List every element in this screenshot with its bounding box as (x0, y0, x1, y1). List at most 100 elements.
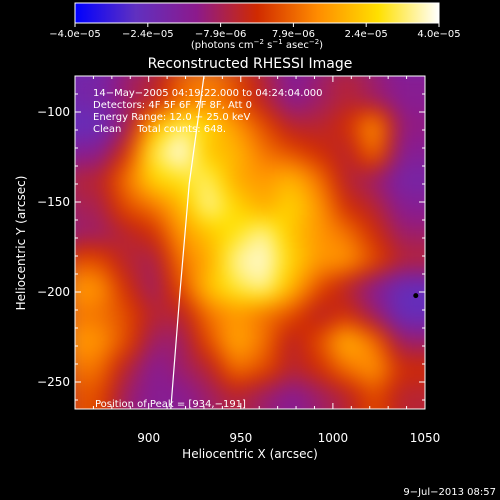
heatmap-cell (75, 220, 85, 230)
heatmap-cell (259, 382, 270, 392)
heatmap-cell (277, 292, 288, 302)
heatmap-cell (102, 112, 113, 122)
heatmap-cell (111, 238, 122, 248)
heatmap-cell (351, 220, 362, 230)
heatmap-cell (75, 184, 76, 194)
heatmap-cell (139, 112, 150, 122)
heatmap-cell (416, 409, 426, 419)
heatmap-cell (434, 76, 444, 86)
heatmap-cell (102, 364, 113, 374)
heatmap-cell (323, 94, 334, 104)
heatmap-cell (277, 211, 288, 221)
heatmap-cell (314, 265, 325, 275)
heatmap-cell (397, 193, 408, 203)
heatmap-cell (314, 337, 325, 347)
heatmap-cell (167, 130, 178, 140)
heatmap-cell (240, 166, 251, 176)
heatmap-cell (140, 418, 150, 428)
heatmap-cell (305, 364, 316, 374)
heatmap-cell (213, 211, 224, 221)
heatmap-cell (361, 427, 371, 437)
heatmap-cell (231, 400, 242, 409)
heatmap-cell (84, 373, 95, 383)
heatmap-cell (268, 328, 279, 338)
heatmap-cell (93, 319, 104, 329)
heatmap-cell (397, 157, 408, 167)
heatmap-cell (351, 148, 362, 158)
heatmap-cell (378, 121, 389, 131)
heatmap-cell (434, 274, 444, 284)
heatmap-cell (388, 211, 399, 221)
heatmap-cell (277, 328, 288, 338)
heatmap-cell (406, 400, 417, 409)
heatmap-cell (75, 391, 76, 401)
heatmap-cell (388, 346, 399, 356)
heatmap-cell (194, 193, 205, 203)
heatmap-cell (148, 238, 159, 248)
heatmap-cell (176, 139, 187, 149)
heatmap-cell (277, 157, 288, 167)
heatmap-cell (84, 310, 95, 320)
heatmap-cell (232, 409, 242, 419)
heatmap-cell (75, 76, 85, 86)
heatmap-cell (434, 409, 444, 419)
heatmap-cell (305, 130, 316, 140)
heatmap-cell (443, 265, 453, 275)
heatmap-cell (203, 76, 214, 86)
heatmap-cell (332, 247, 343, 257)
heatmap-cell (139, 85, 150, 95)
heatmap-cell (240, 382, 251, 392)
heatmap-cell (277, 256, 288, 266)
heatmap-cell (103, 427, 113, 437)
heatmap-cell (378, 175, 389, 185)
heatmap-cell (369, 85, 380, 95)
heatmap-cell (277, 166, 288, 176)
heatmap-cell (259, 220, 270, 230)
heatmap-cell (268, 220, 279, 230)
heatmap-cell (130, 175, 141, 185)
heatmap-cell (139, 220, 150, 230)
heatmap-cell (232, 418, 242, 428)
heatmap-cell (351, 409, 361, 419)
heatmap-cell (93, 292, 104, 302)
heatmap-cell (121, 409, 131, 419)
heatmap-cell (434, 184, 444, 194)
heatmap-cell (296, 121, 307, 131)
heatmap-cell (268, 337, 279, 347)
heatmap-cell (323, 121, 334, 131)
heatmap-cell (268, 139, 279, 149)
heatmap-cell (213, 193, 224, 203)
heatmap-cell (305, 121, 316, 131)
heatmap-cell (268, 319, 279, 329)
heatmap-cell (314, 391, 325, 401)
heatmap-cell (121, 193, 132, 203)
heatmap-cell (102, 211, 113, 221)
heatmap-cell (415, 391, 425, 401)
heatmap-cell (388, 184, 399, 194)
heatmap-cell (259, 400, 270, 409)
heatmap-cell (93, 130, 104, 140)
heatmap-cell (278, 409, 288, 419)
heatmap-cell (75, 85, 85, 95)
heatmap-cell (167, 184, 178, 194)
heatmap-cell (314, 328, 325, 338)
heatmap-cell (75, 76, 76, 77)
heatmap-cell (231, 202, 242, 212)
heatmap-cell (130, 94, 141, 104)
heatmap-cell (425, 265, 435, 275)
heatmap-cell (213, 292, 224, 302)
heatmap-cell (167, 112, 178, 122)
heatmap-cell (351, 130, 362, 140)
heatmap-cell (176, 130, 187, 140)
heatmap-cell (75, 175, 76, 185)
heatmap-cell (388, 256, 399, 266)
x-tick-label: 1000 (318, 431, 349, 445)
heatmap-cell (305, 148, 316, 158)
heatmap-cell (351, 274, 362, 284)
heatmap-cell (102, 319, 113, 329)
heatmap-cell (443, 418, 453, 428)
heatmap-cell (286, 373, 297, 383)
heatmap-cell (250, 157, 260, 167)
heatmap-cell (213, 265, 224, 275)
heatmap-cell (332, 193, 343, 203)
